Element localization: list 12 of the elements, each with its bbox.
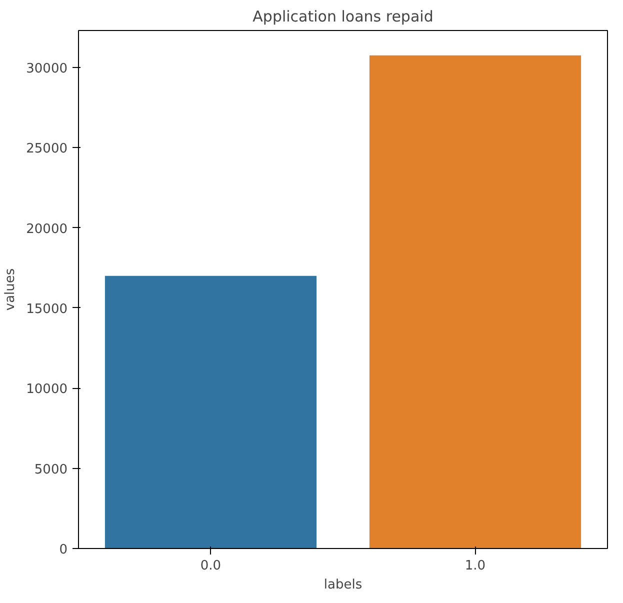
y-axis-title: values [3, 268, 18, 311]
y-tick-label: 20000 [26, 222, 68, 237]
y-tick-label: 0 [59, 542, 68, 558]
y-tick-label: 10000 [26, 382, 68, 398]
x-axis-title: labels [324, 578, 362, 592]
x-tick-label: 1.0 [464, 558, 486, 574]
y-tick-label: 30000 [26, 61, 68, 76]
y-tick-label: 25000 [26, 142, 68, 157]
x-tick-label: 0.0 [200, 558, 222, 574]
y-tick-label: 5000 [34, 462, 68, 478]
chart-title: Application loans repaid [252, 8, 434, 26]
y-tick-label: 15000 [26, 302, 68, 317]
